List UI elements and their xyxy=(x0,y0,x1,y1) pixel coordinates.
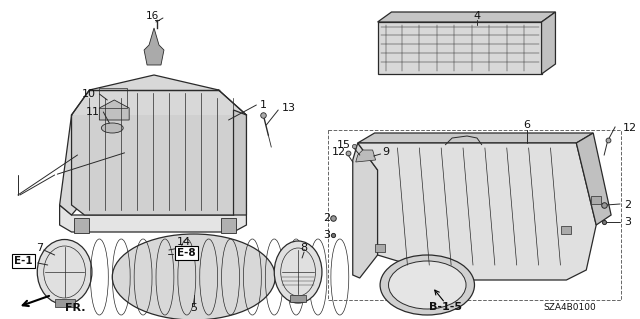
Polygon shape xyxy=(60,110,84,215)
Text: 6: 6 xyxy=(523,120,530,130)
Text: 16: 16 xyxy=(146,11,159,21)
Text: SZA4B0100: SZA4B0100 xyxy=(543,303,596,313)
Bar xyxy=(591,196,601,204)
Text: 3: 3 xyxy=(323,230,330,240)
Text: 14: 14 xyxy=(177,237,191,247)
Polygon shape xyxy=(72,110,246,215)
Text: 7: 7 xyxy=(36,243,44,253)
Polygon shape xyxy=(358,133,593,143)
Text: 8: 8 xyxy=(301,243,308,253)
Polygon shape xyxy=(353,143,378,278)
Text: 1: 1 xyxy=(260,100,267,110)
Bar xyxy=(99,88,127,108)
Ellipse shape xyxy=(380,255,474,315)
Polygon shape xyxy=(144,28,164,65)
Polygon shape xyxy=(72,75,246,115)
Text: 2: 2 xyxy=(624,200,631,210)
Bar xyxy=(378,22,541,74)
Polygon shape xyxy=(99,100,129,120)
Bar xyxy=(290,295,306,302)
Bar xyxy=(54,299,74,307)
Text: 5: 5 xyxy=(190,303,197,313)
Ellipse shape xyxy=(388,261,466,309)
Text: 3: 3 xyxy=(624,217,631,227)
Text: 11: 11 xyxy=(85,107,99,117)
Polygon shape xyxy=(60,205,246,232)
Text: 10: 10 xyxy=(81,89,95,99)
Text: 4: 4 xyxy=(474,11,481,21)
Bar xyxy=(561,226,572,234)
Text: E-8: E-8 xyxy=(177,248,195,258)
Ellipse shape xyxy=(275,241,322,303)
Bar xyxy=(374,244,385,252)
Ellipse shape xyxy=(112,234,275,319)
Text: 12: 12 xyxy=(623,123,637,133)
Text: 13: 13 xyxy=(282,103,296,113)
Ellipse shape xyxy=(101,123,124,133)
Polygon shape xyxy=(577,133,611,225)
Polygon shape xyxy=(378,12,556,22)
Ellipse shape xyxy=(161,245,167,251)
Polygon shape xyxy=(358,143,596,280)
Ellipse shape xyxy=(159,243,169,253)
Text: B-1-5: B-1-5 xyxy=(429,302,461,312)
Text: FR.: FR. xyxy=(65,303,85,313)
Text: 9: 9 xyxy=(383,147,390,157)
Ellipse shape xyxy=(37,240,92,305)
Bar xyxy=(221,218,237,233)
Polygon shape xyxy=(541,12,556,74)
Text: 12: 12 xyxy=(332,147,346,157)
Polygon shape xyxy=(234,110,246,215)
Bar xyxy=(328,130,621,300)
Text: 15: 15 xyxy=(337,140,351,150)
Polygon shape xyxy=(356,150,376,162)
Text: E-1: E-1 xyxy=(14,256,33,266)
Bar xyxy=(74,218,90,233)
Text: 2: 2 xyxy=(323,213,330,223)
